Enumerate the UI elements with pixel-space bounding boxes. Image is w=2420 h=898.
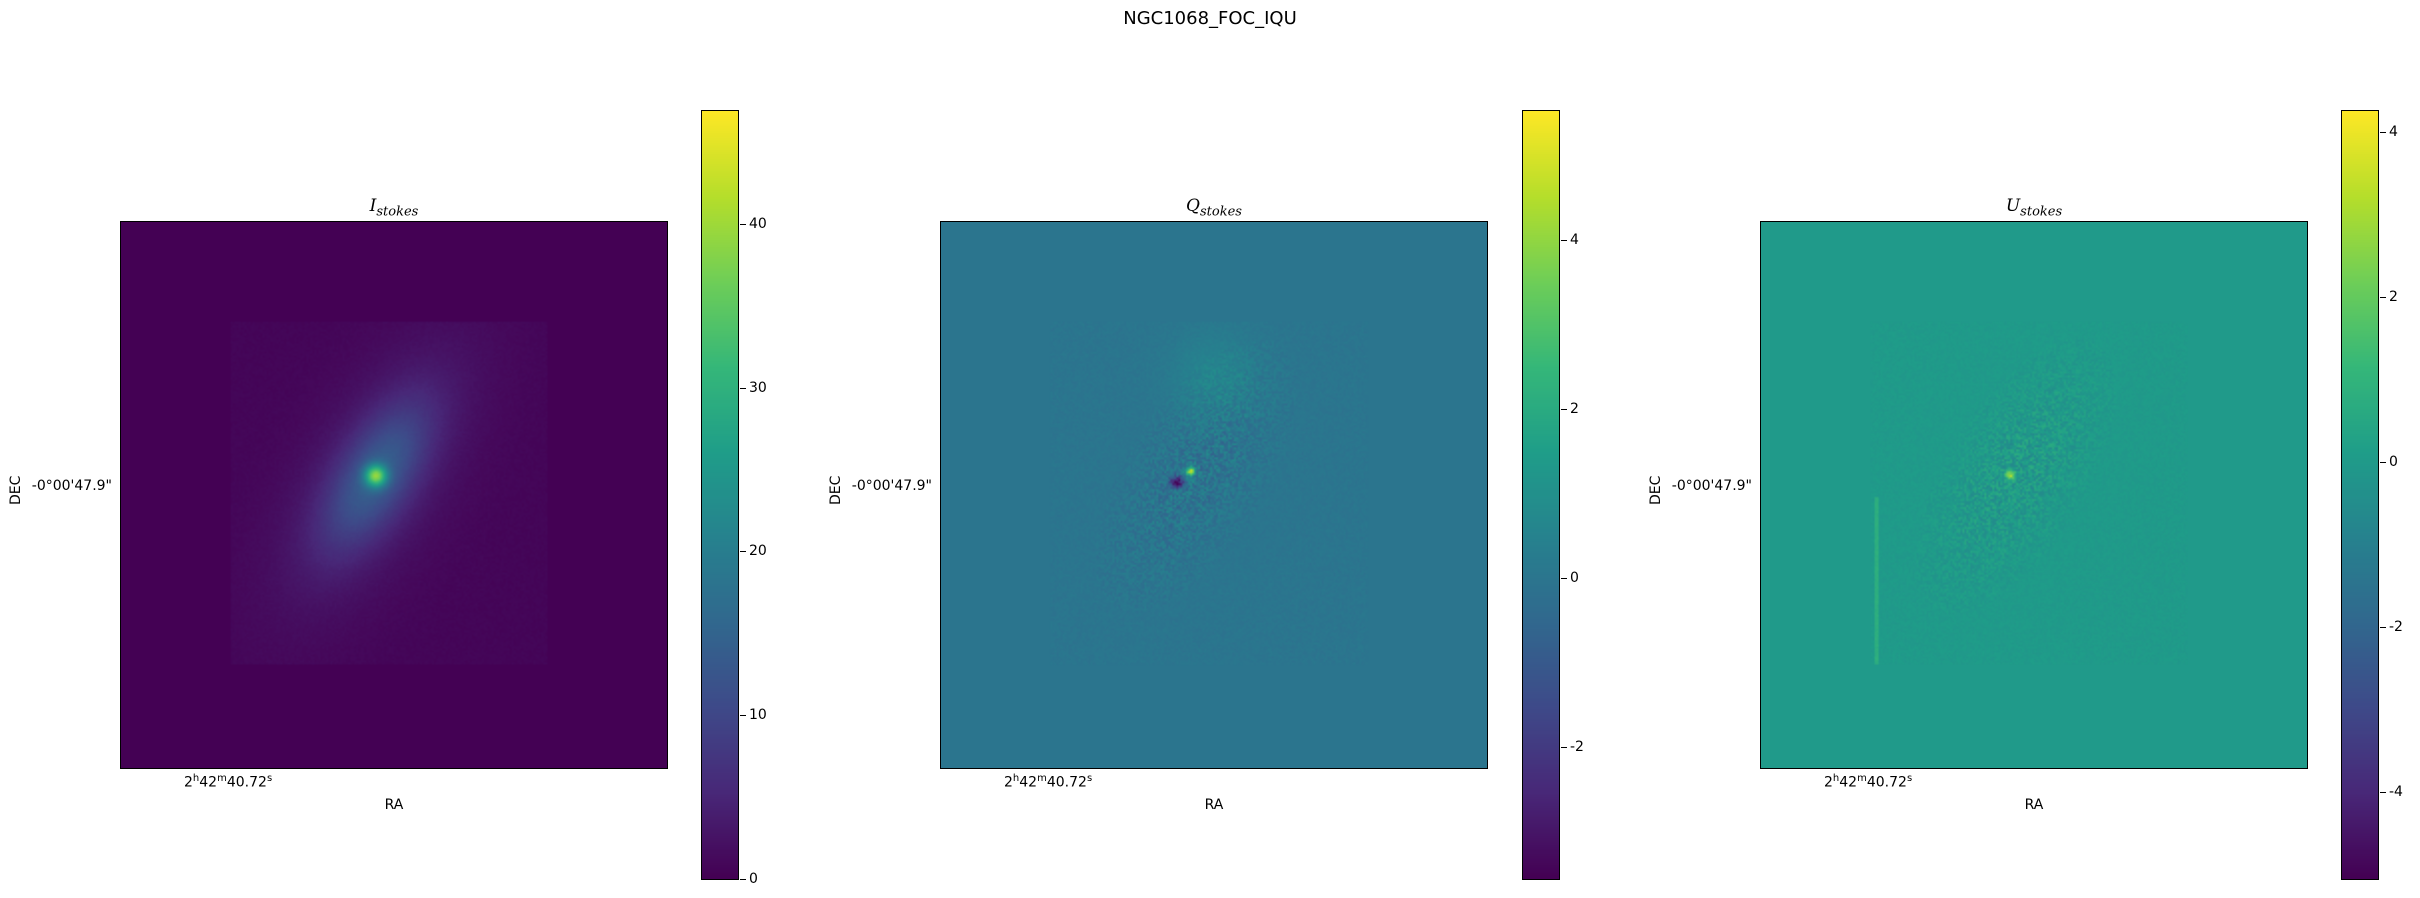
x-axis-label: RA <box>2024 797 2044 813</box>
colorbar-tick-label: 4 <box>2380 124 2398 141</box>
title-sub: stokes <box>2020 204 2063 220</box>
figure-title: NGC1068_FOC_IQU <box>1123 8 1297 29</box>
x-axis-label: RA <box>1204 797 1224 813</box>
colorbar-tick-label: -4 <box>2380 784 2403 801</box>
title-main: U <box>2005 196 2021 216</box>
image-axes[interactable] <box>120 221 668 769</box>
panel-title: Qstokes <box>940 196 1488 219</box>
image-axes[interactable] <box>1760 221 2308 769</box>
colorbar-tick-label: -2 <box>2380 619 2403 636</box>
colorbar-tick-label: 40 <box>740 215 767 232</box>
colorbar-tick-label: -2 <box>1561 739 1584 756</box>
dec-tick-label: -0°00'47.9" <box>31 478 112 494</box>
colorbar <box>701 110 739 880</box>
y-axis-label: DEC <box>8 475 24 505</box>
colorbar-gradient <box>1523 111 1559 879</box>
ra-tick-label: 2h42m40.72s <box>1004 773 1093 791</box>
colorbar-tick-label: 30 <box>740 379 767 396</box>
image-axes[interactable] <box>940 221 1488 769</box>
colorbar-tick-label: 2 <box>1561 401 1579 418</box>
panel-title: Ustokes <box>1760 196 2308 219</box>
title-sub: stokes <box>376 204 419 220</box>
colorbar-tick-label: 10 <box>740 707 767 724</box>
y-axis-label: DEC <box>828 475 844 505</box>
stokes-image <box>121 222 667 768</box>
x-axis-label: RA <box>384 797 404 813</box>
title-main: I <box>369 196 377 216</box>
colorbar <box>2341 110 2379 880</box>
colorbar-gradient <box>2342 111 2378 879</box>
colorbar-tick-label: 4 <box>1561 232 1579 248</box>
stokes-image <box>941 222 1487 768</box>
dec-tick-label: -0°00'47.9" <box>1671 478 1752 494</box>
y-axis-label: DEC <box>1648 475 1664 505</box>
colorbar-tick-label: 20 <box>740 543 767 560</box>
ra-tick-label: 2h42m40.72s <box>1824 773 1913 791</box>
colorbar-tick-label: 0 <box>740 871 758 887</box>
ra-tick-label: 2h42m40.72s <box>184 773 273 791</box>
title-sub: stokes <box>1199 204 1242 220</box>
colorbar-tick-label: 0 <box>1561 570 1579 587</box>
panel-title: Istokes <box>120 196 668 219</box>
dec-tick-label: -0°00'47.9" <box>851 478 932 494</box>
colorbar <box>1522 110 1560 880</box>
stokes-image <box>1761 222 2307 768</box>
title-main: Q <box>1186 196 1200 216</box>
colorbar-tick-label: 0 <box>2380 454 2398 471</box>
colorbar-gradient <box>702 111 738 879</box>
colorbar-tick-label: 2 <box>2380 289 2398 306</box>
